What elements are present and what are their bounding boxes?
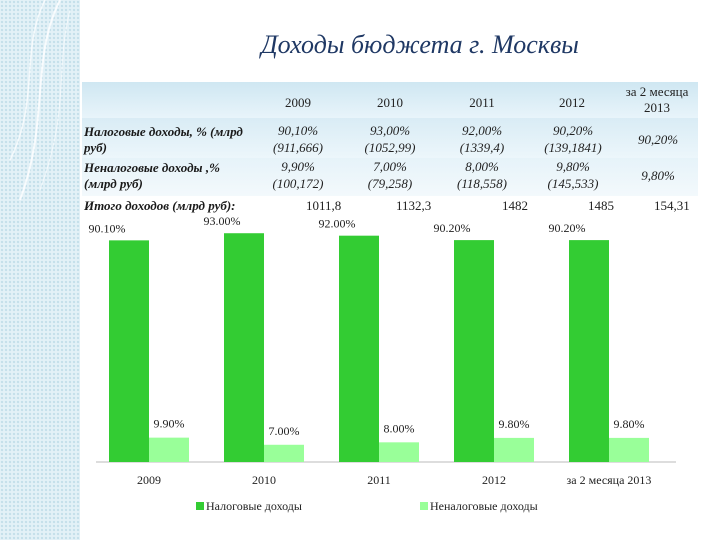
x-tick-label: 2009	[137, 473, 161, 487]
table-cell: 8,00% (118,558)	[457, 159, 507, 191]
table-row-tax	[82, 118, 698, 158]
table-col-header: 2009	[285, 95, 311, 110]
table-cell: 90,10% (911,666)	[273, 123, 323, 155]
table-cell: 9,80%	[641, 168, 675, 183]
table-cell: 90,20% (139,1841)	[544, 123, 602, 155]
bar-tax	[569, 240, 609, 462]
bar-nontax	[149, 437, 189, 462]
legend-label-tax: Налоговые доходы	[206, 499, 302, 513]
data-label-tax: 92.00%	[319, 217, 356, 231]
bar-nontax	[494, 437, 534, 462]
data-label-tax: 90.20%	[549, 221, 586, 235]
table-col-header: 2012	[559, 95, 585, 110]
legend-swatch-tax	[196, 502, 204, 510]
table-header-row	[82, 82, 698, 118]
table-col-header: за 2 месяца 2013	[625, 84, 689, 115]
table-col-header: 2011	[469, 95, 495, 110]
table-cell: 93,00% (1052,99)	[364, 123, 416, 155]
table-cell: 7,00% (79,258)	[367, 159, 413, 191]
data-label-tax: 90.20%	[434, 221, 471, 235]
total-value: 1011,8	[306, 198, 342, 213]
table-cell: 90,20%	[637, 132, 679, 147]
total-value: 1485	[588, 198, 614, 213]
legend-label-nontax: Неналоговые доходы	[430, 499, 538, 513]
total-value: 1132,3	[396, 198, 432, 213]
x-tick-label: 2011	[367, 473, 391, 487]
total-value: 1482	[502, 198, 528, 213]
slide-title: Доходы бюджета г. Москвы	[261, 30, 579, 59]
bar-tax	[454, 240, 494, 462]
legend-swatch-nontax	[420, 502, 428, 510]
x-tick-label: за 2 месяца 2013	[567, 473, 652, 487]
data-label-tax: 90.10%	[89, 221, 126, 235]
bar-tax	[339, 235, 379, 462]
bar-nontax	[609, 437, 649, 462]
data-label-nontax: 9.80%	[499, 417, 530, 431]
data-label-tax: 93.00%	[204, 214, 241, 228]
row-label-tax: Налоговые доходы, % (млрд руб)	[84, 124, 243, 155]
table-col-header: 2010	[377, 95, 403, 110]
table-row-nontax	[82, 158, 698, 196]
x-tick-label: 2010	[252, 473, 276, 487]
bar-nontax	[379, 442, 419, 462]
bar-tax	[109, 240, 149, 462]
x-tick-label: 2012	[482, 473, 506, 487]
table-cell: 9,90% (100,172)	[272, 159, 324, 191]
totals-label: Итого доходов (млрд руб):	[84, 198, 236, 213]
table-cell: 92,00% (1339,4)	[459, 123, 505, 155]
data-label-nontax: 7.00%	[269, 424, 300, 438]
bar-tax	[224, 233, 264, 462]
decorative-swirl	[9, 0, 71, 201]
data-label-nontax: 9.90%	[154, 417, 185, 431]
bar-nontax	[264, 444, 304, 462]
table-cell: 9,80% (145,533)	[547, 159, 599, 191]
data-label-nontax: 8.00%	[384, 421, 415, 435]
data-label-nontax: 9.80%	[614, 417, 645, 431]
row-label-nontax: Неналоговые доходы ,% (млрд руб)	[84, 160, 220, 191]
total-value: 154,31	[654, 198, 690, 213]
